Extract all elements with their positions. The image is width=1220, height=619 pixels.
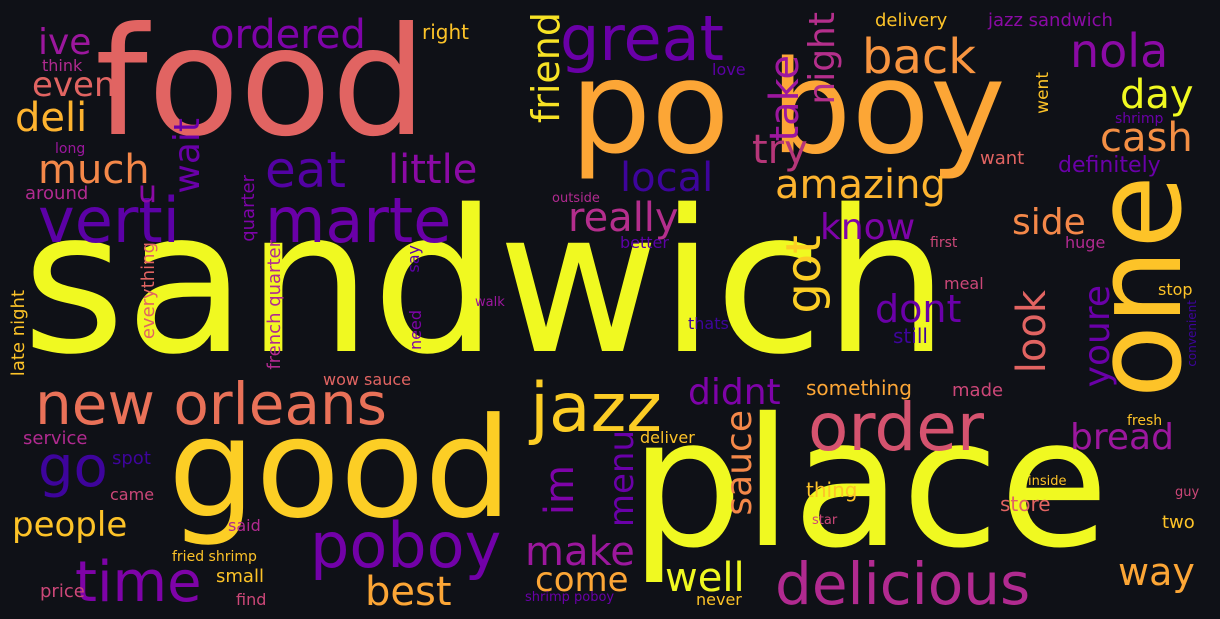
word: day: [1120, 72, 1194, 118]
word: small: [216, 566, 264, 587]
word: po boy: [570, 34, 1006, 183]
word: great: [560, 2, 724, 75]
word: time: [75, 550, 202, 615]
word: came: [110, 485, 155, 504]
word: need: [406, 310, 425, 350]
word: store: [1000, 492, 1051, 516]
word: cash: [1100, 115, 1193, 161]
word: even: [32, 65, 116, 105]
word: go: [38, 435, 108, 500]
word: best: [365, 569, 452, 615]
word: said: [228, 516, 261, 535]
word: side: [1012, 202, 1086, 243]
word: u: [138, 175, 158, 210]
word: right: [422, 20, 469, 44]
word: wait: [167, 118, 208, 194]
word: say: [404, 245, 423, 273]
word: want: [980, 148, 1025, 169]
word: friend: [524, 12, 568, 124]
word: fresh: [1127, 413, 1163, 429]
word: spot: [112, 448, 151, 469]
word: im: [537, 465, 583, 516]
word: ive: [38, 22, 92, 63]
word: love: [712, 60, 746, 79]
word: new orleans: [35, 370, 387, 438]
word: something: [806, 376, 912, 400]
word: definitely: [1058, 153, 1161, 178]
word: inside: [1028, 474, 1067, 489]
word: shrimp: [1115, 111, 1164, 127]
word: find: [236, 590, 267, 609]
word: french quarter: [264, 240, 285, 370]
word: make: [525, 529, 635, 575]
word: little: [388, 147, 478, 193]
word: didnt: [688, 372, 781, 413]
word: convenient: [1185, 300, 1199, 367]
word: really: [568, 195, 679, 241]
word: thats: [688, 314, 729, 333]
word: local: [620, 155, 714, 201]
word: delicious: [775, 550, 1031, 618]
word: bread: [1070, 417, 1174, 458]
word: wow sauce: [323, 370, 411, 389]
word: dont: [875, 287, 962, 331]
word: ordered: [210, 12, 366, 58]
word: late night: [8, 290, 29, 377]
word: way: [1118, 550, 1195, 594]
word: guy: [1175, 485, 1200, 500]
word: try: [752, 127, 808, 173]
word: meal: [944, 274, 984, 293]
word: look: [1009, 290, 1055, 374]
word: think: [42, 56, 83, 75]
word: sauce: [719, 410, 760, 516]
word: first: [930, 235, 958, 251]
word: jazz sandwich: [988, 10, 1113, 31]
word: back: [862, 29, 977, 85]
word: never: [696, 590, 742, 609]
word: stop: [1158, 280, 1193, 299]
word: jazz: [530, 369, 662, 448]
word: deli: [15, 95, 88, 141]
word: everything: [138, 242, 159, 340]
word: people: [12, 505, 128, 545]
word: thing: [806, 478, 858, 502]
word: delivery: [875, 10, 948, 31]
word: verti: [38, 184, 180, 257]
word: service: [23, 428, 88, 449]
word: marte: [265, 184, 452, 257]
word: night: [802, 12, 843, 105]
word: food: [95, 0, 427, 170]
word: fried shrimp: [172, 549, 257, 565]
word: huge: [1065, 233, 1106, 252]
word: two: [1162, 512, 1195, 533]
word: price: [40, 581, 85, 602]
word: went: [1033, 72, 1053, 114]
word: walk: [475, 295, 505, 310]
word: made: [952, 380, 1004, 401]
word: outside: [552, 191, 600, 206]
word: still: [893, 324, 928, 348]
word: well: [665, 555, 745, 601]
word: place: [630, 380, 1109, 587]
word: quarter: [238, 175, 259, 242]
word: around: [25, 183, 89, 204]
word: youre: [1077, 285, 1118, 388]
word: poboy: [310, 509, 502, 582]
word: menu: [602, 430, 642, 528]
word: deliver: [640, 428, 695, 447]
word: come: [535, 560, 629, 600]
word: star: [812, 513, 838, 528]
word: know: [820, 207, 916, 248]
word: much: [38, 147, 150, 193]
word: good: [168, 388, 513, 549]
word: long: [55, 141, 86, 157]
word: better: [620, 233, 669, 252]
word: sandwich: [22, 167, 949, 398]
word: amazing: [775, 162, 946, 208]
word: order: [808, 389, 984, 466]
word: eat: [265, 141, 347, 199]
word: nola: [1070, 24, 1169, 78]
word: shrimp poboy: [525, 590, 615, 605]
